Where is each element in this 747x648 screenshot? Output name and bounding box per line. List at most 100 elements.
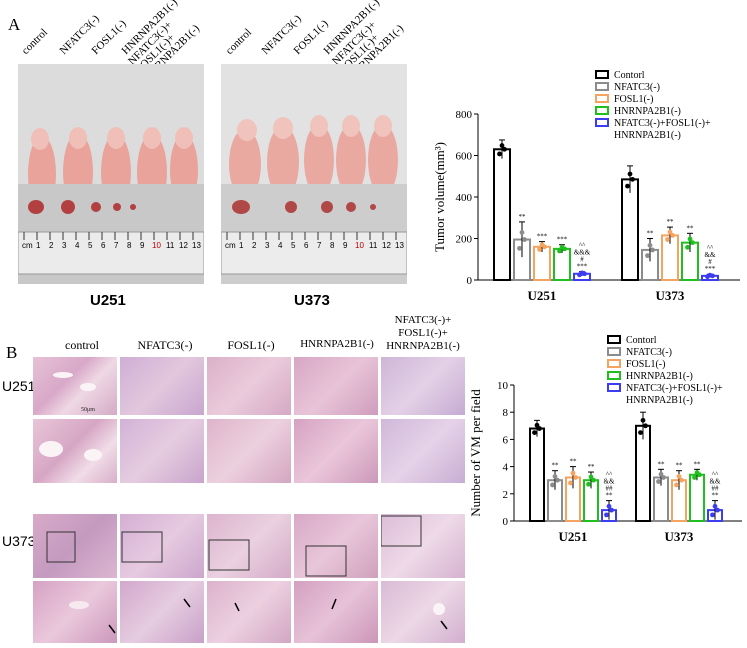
- data-point: [627, 171, 633, 177]
- data-point: [532, 430, 537, 435]
- y-tick-label: 6: [503, 434, 509, 446]
- significance-label: ^^: [712, 471, 719, 479]
- data-point: [661, 475, 666, 480]
- data-point: [552, 473, 558, 479]
- photo-caption-u251: U251: [90, 292, 126, 309]
- ruler-n6: 6: [101, 241, 106, 250]
- significance-label: **: [658, 460, 666, 468]
- significance-label: ***: [537, 233, 548, 241]
- histology-u373-nfatc3-high: [120, 581, 204, 643]
- histology-u373-fosl1-high: [207, 581, 291, 643]
- histology-u251-combo-low: [381, 357, 465, 415]
- data-point: [562, 246, 567, 252]
- data-point: [586, 481, 591, 487]
- ruler-n3: 3: [62, 241, 67, 250]
- significance-label: ***: [577, 263, 588, 271]
- significance-label: &&: [604, 478, 615, 486]
- significance-label: **: [676, 462, 684, 470]
- data-point: [665, 237, 670, 242]
- data-point: [550, 482, 555, 488]
- legend-label: NFATC3(-)+FOSL1(-)+: [614, 118, 711, 129]
- bar: [635, 424, 651, 522]
- col-label-combo: NFATC3(-)+ FOSL1(-)+ HNRNPA2B1(-): [386, 314, 460, 352]
- data-point: [591, 477, 596, 483]
- col-label-nfatc3: NFATC3(-): [137, 338, 193, 352]
- data-point: [658, 471, 664, 477]
- data-point: [674, 482, 679, 488]
- y-tick-label: 0: [467, 275, 473, 287]
- significance-label: **: [712, 492, 720, 500]
- ruler-n1-2: 1: [239, 241, 244, 250]
- legend-swatch: [607, 335, 621, 344]
- significance-label: ^^: [579, 242, 586, 250]
- legend-swatch: [607, 383, 621, 392]
- data-point: [712, 503, 718, 509]
- ruler-cm-2: cm: [225, 241, 236, 250]
- x-category-label: U251: [528, 288, 557, 303]
- histology-u373-hnrnpa2b1-high: [294, 581, 378, 643]
- ruler-n3-2: 3: [265, 241, 270, 250]
- ruler-n10-2: 10: [355, 241, 364, 250]
- significance-label: ^^: [707, 244, 714, 252]
- ruler-cm: cm: [22, 241, 33, 250]
- data-point: [650, 247, 655, 253]
- ruler-n12-2: 12: [382, 241, 391, 250]
- legend-swatch: [595, 70, 609, 79]
- y-tick-label: 2: [503, 489, 509, 501]
- data-point: [555, 477, 560, 483]
- legend-swatch: [607, 359, 621, 368]
- ruler-n5: 5: [88, 241, 93, 250]
- data-point: [656, 479, 661, 484]
- panel-b-letter: B: [6, 343, 18, 362]
- x-category-label: U373: [665, 529, 694, 544]
- photo-label-control: control: [19, 26, 51, 57]
- data-point: [522, 237, 527, 242]
- data-point: [537, 426, 542, 431]
- data-point: [588, 474, 594, 480]
- panel-a-letter: A: [8, 15, 21, 34]
- data-point: [643, 423, 648, 429]
- data-point: [645, 253, 650, 259]
- data-point: [670, 232, 675, 238]
- histology-u251-nfatc3-high: [120, 419, 204, 483]
- data-point: [692, 475, 697, 480]
- data-point: [676, 473, 682, 479]
- data-point: [667, 229, 673, 235]
- data-point: [710, 273, 715, 279]
- bar: [621, 178, 639, 281]
- data-point: [517, 245, 522, 251]
- histology-u251-hnrnpa2b1-low: [294, 357, 378, 415]
- bar: [493, 148, 511, 282]
- legend-swatch: [595, 82, 609, 91]
- data-point: [542, 244, 547, 250]
- histology-u373-combo-low: [380, 514, 465, 578]
- significance-label: #: [708, 258, 712, 266]
- row-label-u251: U251: [2, 378, 36, 394]
- histology-u251-fosl1-low: [207, 357, 291, 415]
- data-point: [647, 242, 653, 248]
- legend-label: Contorl: [614, 70, 645, 81]
- ruler-n2-2: 2: [252, 241, 257, 250]
- histology-grid: 50μm: [33, 357, 465, 643]
- significance-label: &&&: [574, 249, 591, 257]
- data-point: [519, 230, 525, 235]
- photo-caption-u373: U373: [294, 292, 330, 309]
- legend-swatch: [595, 118, 609, 127]
- legend-swatch: [607, 347, 621, 356]
- ruler-n12: 12: [179, 241, 188, 250]
- photo-label-control-2: control: [223, 26, 255, 57]
- significance-label: ***: [705, 265, 716, 273]
- significance-label: **: [694, 460, 702, 468]
- legend-label: HNRNPA2B1(-): [614, 106, 681, 117]
- ruler-n13: 13: [192, 241, 201, 250]
- y-tick-label: 4: [503, 462, 509, 474]
- data-point: [685, 244, 690, 250]
- data-point: [502, 146, 507, 152]
- ruler-n1: 1: [36, 241, 41, 250]
- legend-swatch: [607, 371, 621, 380]
- row-label-u373: U373: [2, 533, 36, 549]
- ruler-n4-2: 4: [278, 241, 283, 250]
- data-point: [537, 246, 542, 252]
- legend-label: NFATC3(-)+FOSL1(-)+: [626, 383, 723, 394]
- data-point: [638, 430, 643, 435]
